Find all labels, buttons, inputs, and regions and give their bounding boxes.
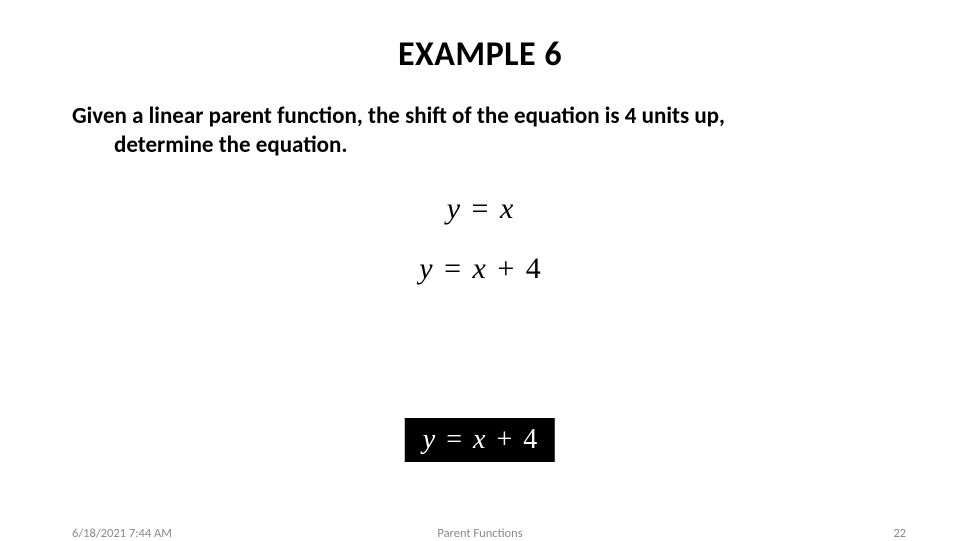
problem-prompt: Given a linear parent function, the shif… <box>72 102 888 160</box>
footer-page-number: 22 <box>893 526 906 541</box>
eq1-lhs: y <box>447 192 460 225</box>
eq2-lhs: y <box>419 252 432 285</box>
prompt-line-1: Given a linear parent function, the shif… <box>72 102 725 130</box>
answer-box: y = x + 4 <box>405 418 555 462</box>
answer-plus: + <box>492 424 516 455</box>
eq2-plus: + <box>493 252 518 285</box>
slide-title: EXAMPLE 6 <box>0 34 960 75</box>
eq1-rhs-var: x <box>500 192 513 225</box>
answer-constant: 4 <box>523 424 537 455</box>
footer-title: Parent Functions <box>0 526 960 541</box>
prompt-line-2: determine the equation. <box>72 131 888 160</box>
answer-rhs-var: x <box>473 424 485 455</box>
answer-lhs: y <box>423 424 435 455</box>
eq2-equals: = <box>440 252 465 285</box>
eq2-rhs-var: x <box>473 252 486 285</box>
equation-parent: y = x <box>0 192 960 226</box>
equation-shifted: y = x + 4 <box>0 252 960 286</box>
answer-equals: = <box>442 424 466 455</box>
slide: EXAMPLE 6 Given a linear parent function… <box>0 0 960 540</box>
eq1-equals: = <box>468 192 493 225</box>
eq2-constant: 4 <box>526 252 541 285</box>
